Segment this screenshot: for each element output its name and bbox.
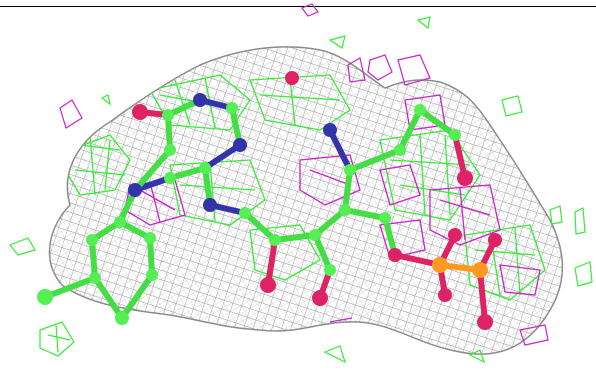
ligand-atoms xyxy=(37,71,502,330)
frame-top-rule xyxy=(0,6,596,7)
stray-density-fragments xyxy=(9,3,593,364)
